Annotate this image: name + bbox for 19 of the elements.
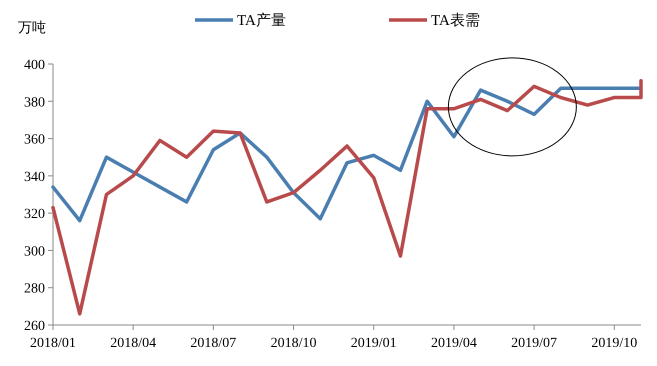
y-tick-label: 400 bbox=[24, 58, 45, 73]
legend-label: TA产量 bbox=[237, 12, 286, 29]
y-tick-label: 280 bbox=[24, 282, 45, 297]
x-tick-label: 2018/10 bbox=[270, 336, 316, 351]
y-tick-label: 320 bbox=[24, 207, 45, 222]
y-tick-label: 360 bbox=[24, 132, 45, 148]
x-tick-label: 2019/10 bbox=[591, 336, 638, 351]
y-axis-title: 万吨 bbox=[18, 20, 46, 36]
x-tick-label: 2019/07 bbox=[511, 336, 558, 351]
x-tick-label: 2019/04 bbox=[430, 336, 477, 351]
legend-label: TA表需 bbox=[431, 12, 480, 29]
x-tick-label: 2018/07 bbox=[190, 336, 236, 351]
y-tick-label: 340 bbox=[24, 170, 45, 185]
y-tick-label: 260 bbox=[24, 319, 45, 334]
x-tick-label: 2019/01 bbox=[350, 336, 397, 351]
y-tick-label: 380 bbox=[24, 95, 45, 110]
x-tick-label: 2018/04 bbox=[110, 336, 156, 351]
y-tick-label: 300 bbox=[24, 244, 45, 260]
x-tick-label: 2018/01 bbox=[30, 336, 76, 351]
